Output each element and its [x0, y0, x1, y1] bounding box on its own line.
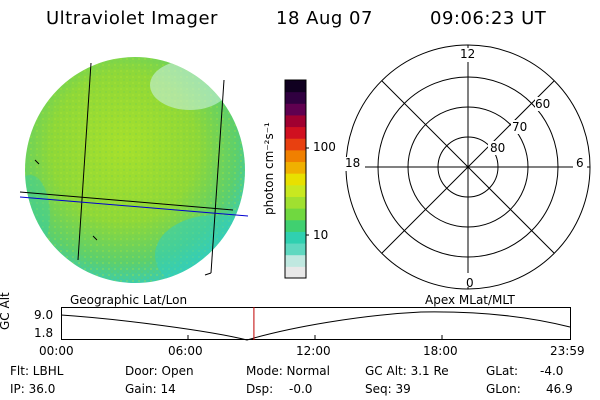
ip-info: IP: 36.0: [10, 382, 56, 396]
glat-value: -4.0: [540, 364, 564, 378]
dsp-label: Dsp:: [246, 382, 274, 396]
lat-label-60: 60: [535, 97, 551, 111]
colorbar-cell: [285, 173, 306, 186]
colorbar-cell: [285, 219, 306, 232]
gc-alt-info: GC Alt: 3.1 Re: [365, 364, 449, 378]
colorbar-cell: [285, 114, 306, 128]
latitude-line: [19, 191, 234, 211]
glon-label: GLon:: [486, 382, 521, 396]
polar-plot: [345, 44, 591, 290]
altitude-curve: [60, 311, 571, 341]
lat-label-80: 80: [490, 141, 506, 155]
colorbar-cell: [285, 149, 306, 163]
mlt-label-6: 6: [576, 156, 584, 170]
colorbar-tick-10: 10: [313, 228, 329, 242]
timeline-ylabel: GC Alt: [0, 292, 12, 330]
timeline-xtick-2359: 23:59: [550, 344, 585, 358]
mlt-label-12: 12: [460, 47, 476, 61]
mode-info: Mode: Normal: [246, 364, 330, 378]
filter-info: Flt: LBHL: [10, 364, 64, 378]
meridian-line-left: [77, 62, 92, 261]
colorbar-cell: [285, 184, 306, 197]
gain-info: Gain: 14: [125, 382, 176, 396]
earth-image: [19, 57, 249, 283]
colorbar-cell: [285, 103, 306, 116]
altitude-timeline: [60, 307, 571, 341]
colorbar-tick-100: 100: [313, 140, 336, 154]
meridian-line-right: [210, 79, 225, 274]
colorbar-cell: [285, 138, 306, 151]
instrument-title: Ultraviolet Imager: [46, 8, 218, 29]
timeline-xtick-1800: 18:00: [423, 344, 458, 358]
timeline-ytick-bottom: 1.8: [34, 326, 54, 340]
colorbar-cell: [285, 243, 306, 256]
colorbar-cell: [285, 161, 306, 174]
color-bar: [284, 79, 309, 279]
colorbar-label: photon cm⁻²s⁻¹: [262, 122, 276, 215]
date-label: 18 Aug 07: [276, 8, 373, 29]
mlt-label-0: 0: [466, 276, 474, 290]
timeline-left-title: Geographic Lat/Lon: [70, 293, 188, 307]
colorbar-cell: [285, 231, 306, 244]
timeline-xtick-0000: 00:00: [39, 344, 74, 358]
lat-label-70: 70: [512, 120, 528, 134]
timeline-ytick-top: 9.0: [34, 308, 54, 322]
colorbar-cell: [285, 91, 306, 104]
colorbar-cell: [285, 126, 306, 139]
colorbar-cell: [285, 254, 306, 267]
glon-value: 46.9: [546, 382, 573, 396]
door-info: Door: Open: [125, 364, 194, 378]
colorbar-cell: [285, 208, 306, 221]
timeline-xtick-1200: 12:00: [296, 344, 331, 358]
equator-line: [19, 196, 249, 217]
timeline-right-title: Apex MLat/MLT: [425, 293, 515, 307]
timeline-xtick-0600: 06:00: [168, 344, 203, 358]
dsp-value: -0.0: [289, 382, 313, 396]
seq-info: Seq: 39: [365, 382, 411, 396]
colorbar-cell: [285, 80, 306, 93]
time-label: 09:06:23 UT: [430, 8, 547, 29]
colorbar-cell: [285, 196, 306, 209]
glat-label: GLat:: [486, 364, 519, 378]
colorbar-cell: [285, 266, 306, 279]
mlt-label-18: 18: [345, 156, 361, 170]
